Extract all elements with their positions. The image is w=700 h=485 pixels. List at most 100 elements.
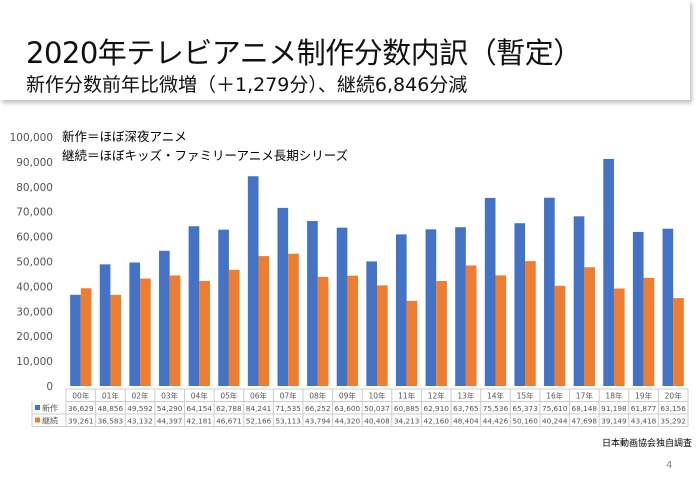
bar-new [336, 227, 348, 386]
x-tick-label: 15年 [517, 391, 535, 401]
y-tick-label: 30,000 [16, 306, 53, 318]
data-label: 48,856 [98, 404, 124, 413]
data-label: 62,788 [216, 404, 242, 413]
y-tick-label: 50,000 [16, 257, 53, 269]
data-label: 61,877 [631, 404, 657, 413]
bar-new [603, 158, 614, 386]
bar-continuing [140, 278, 151, 386]
x-tick-label: 11年 [398, 391, 416, 401]
bar-new [247, 176, 259, 386]
bar-continuing [554, 285, 566, 386]
note-continuing: 継続＝ほぼキッズ・ファミリーアニメ長期シリーズ [62, 148, 349, 163]
bar-new [307, 221, 318, 386]
bar-continuing [110, 294, 122, 386]
y-tick-label: 90,000 [16, 157, 53, 169]
y-tick-label: 20,000 [16, 331, 53, 343]
data-label: 39,149 [601, 417, 627, 426]
y-tick-label: 80,000 [16, 182, 53, 194]
data-label: 47,698 [572, 417, 598, 426]
legend-swatch [35, 405, 40, 410]
data-label: 36,629 [68, 404, 94, 413]
x-tick-label: 20年 [665, 391, 683, 401]
title-box: 2020年テレビアニメ制作分数内訳（暫定） 新作分数前年比微増（＋1,279分）… [0, 0, 690, 100]
data-label: 64,154 [187, 404, 213, 413]
data-label: 75,536 [483, 404, 509, 413]
bar-continuing [228, 269, 240, 386]
bar-new [573, 216, 585, 386]
bar-continuing [495, 275, 507, 386]
data-label: 63,156 [660, 404, 686, 413]
x-tick-label: 12年 [428, 391, 446, 401]
data-label: 42,181 [187, 417, 213, 426]
data-label: 54,290 [157, 404, 183, 413]
x-tick-label: 03年 [161, 391, 179, 401]
data-label: 49,592 [127, 404, 153, 413]
x-tick-label: 16年 [546, 391, 564, 401]
data-label: 75,610 [542, 404, 568, 413]
x-tick-label: 17年 [576, 391, 594, 401]
data-label: 43,794 [305, 417, 331, 426]
data-label: 52,166 [246, 417, 272, 426]
data-label: 34,213 [394, 417, 420, 426]
x-tick-label: 19年 [635, 391, 653, 401]
page-subtitle: 新作分数前年比微増（＋1,279分）、継続6,846分減 [26, 74, 468, 96]
bar-new [662, 228, 674, 386]
data-label: 44,426 [483, 417, 509, 426]
data-label: 60,885 [394, 404, 420, 413]
bar-new [455, 227, 466, 386]
y-tick-label: 60,000 [16, 232, 53, 244]
data-label: 50,160 [512, 417, 538, 426]
legend-label: 新作 [42, 403, 58, 413]
data-label: 48,404 [453, 417, 479, 426]
y-tick-label: 40,000 [16, 281, 53, 293]
bar-new [129, 262, 141, 386]
bar-continuing [525, 261, 536, 386]
x-tick-label: 04年 [191, 391, 209, 401]
bar-continuing [317, 276, 329, 386]
bar-continuing [436, 281, 447, 386]
data-label: 68,148 [572, 404, 598, 413]
bar-new [159, 250, 170, 386]
data-label: 36,583 [98, 417, 124, 426]
bar-continuing [377, 285, 388, 386]
data-label: 44,320 [335, 417, 361, 426]
data-label: 46,671 [216, 417, 242, 426]
legend-label: 継続 [42, 416, 58, 426]
data-label: 40,244 [542, 417, 568, 426]
bar-continuing [80, 288, 92, 386]
data-label: 91,198 [601, 404, 627, 413]
x-tick-label: 18年 [605, 391, 623, 401]
bar-new [99, 264, 111, 386]
bar-continuing [406, 300, 418, 386]
source-note: 日本動画協会独自調査 [601, 439, 692, 449]
bar-continuing [584, 267, 595, 386]
x-tick-label: 08年 [309, 391, 327, 401]
bar-new [484, 197, 496, 386]
x-tick-label: 14年 [487, 391, 505, 401]
bar-new [218, 229, 229, 386]
data-label: 71,535 [275, 404, 301, 413]
data-label: 66,252 [305, 404, 331, 413]
data-label: 43,418 [631, 417, 657, 426]
x-tick-label: 13年 [457, 391, 475, 401]
y-tick-label: 0 [46, 381, 53, 393]
y-tick-label: 70,000 [16, 207, 53, 219]
bar-continuing [169, 275, 181, 386]
bar-continuing [347, 275, 359, 386]
data-label: 62,910 [423, 404, 449, 413]
x-tick-label: 09年 [339, 391, 357, 401]
page-number: 4 [666, 460, 673, 471]
y-tick-label: 100,000 [10, 132, 53, 144]
bar-new [366, 261, 377, 386]
data-label: 63,765 [453, 404, 479, 413]
bar-new [277, 207, 289, 386]
data-label: 43,132 [127, 417, 153, 426]
x-tick-label: 06年 [250, 391, 268, 401]
data-label: 42,160 [423, 417, 449, 426]
x-tick-label: 07年 [280, 391, 298, 401]
bar-continuing [673, 298, 684, 386]
bar-continuing [258, 256, 270, 386]
data-label: 39,261 [68, 417, 94, 426]
note-new: 新作＝ほぼ深夜アニメ [62, 129, 187, 144]
